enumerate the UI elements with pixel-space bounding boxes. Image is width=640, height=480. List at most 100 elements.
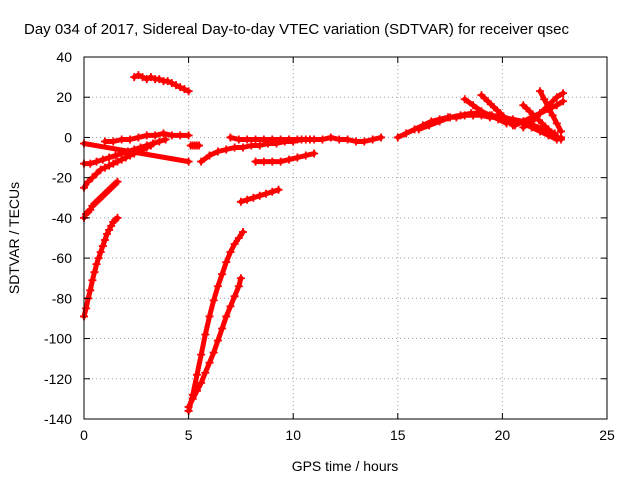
data-point — [188, 394, 197, 403]
data-point — [243, 135, 252, 144]
data-point — [251, 157, 260, 166]
data-point — [559, 89, 568, 98]
data-point — [268, 187, 277, 196]
data-point — [552, 93, 561, 102]
data-point — [126, 135, 135, 144]
data-point — [195, 141, 204, 150]
data-point — [477, 91, 486, 100]
data-point — [525, 107, 534, 116]
y-tick-label: -40 — [52, 210, 72, 226]
y-tick-label: -140 — [44, 411, 72, 427]
data-point — [368, 135, 377, 144]
data-point — [134, 71, 143, 80]
data-point — [205, 312, 214, 321]
data-point — [197, 350, 206, 359]
data-point — [238, 227, 247, 236]
y-tick-label: -100 — [44, 331, 72, 347]
data-point — [113, 213, 122, 222]
data-point — [100, 236, 109, 245]
data-point — [276, 135, 285, 144]
y-tick-label: 40 — [56, 49, 72, 65]
data-point — [218, 324, 227, 333]
y-tick-label: -120 — [44, 371, 72, 387]
data-point — [502, 115, 511, 124]
series-9 — [184, 227, 247, 415]
data-point — [222, 145, 231, 154]
y-tick-label: -60 — [52, 250, 72, 266]
data-point — [393, 133, 402, 142]
chart-title: Day 034 of 2017, Sidereal Day-to-day VTE… — [24, 21, 569, 38]
data-point — [213, 147, 222, 156]
data-point — [213, 282, 222, 291]
data-point — [226, 133, 235, 142]
data-point — [259, 135, 268, 144]
data-point — [209, 296, 218, 305]
series-trace — [81, 141, 192, 165]
data-point — [377, 133, 386, 142]
data-point — [259, 157, 268, 166]
series-trace — [479, 92, 516, 128]
data-point — [536, 87, 545, 96]
data-point — [205, 358, 214, 367]
data-point — [236, 197, 245, 206]
data-point — [435, 117, 444, 126]
series-10 — [184, 274, 245, 411]
data-point — [467, 109, 476, 118]
data-point — [268, 157, 277, 166]
data-point — [251, 135, 260, 144]
data-point — [184, 157, 193, 166]
data-point — [490, 103, 499, 112]
data-point — [556, 127, 565, 136]
data-point — [113, 157, 122, 166]
data-point — [414, 125, 423, 134]
data-point — [107, 221, 116, 230]
data-point — [230, 240, 239, 249]
data-point — [155, 75, 164, 84]
x-tick-label: 5 — [185, 427, 193, 443]
data-point — [88, 276, 97, 285]
data-point — [213, 336, 222, 345]
y-tick-label: -80 — [52, 290, 72, 306]
data-point — [477, 107, 486, 116]
data-point — [96, 248, 105, 257]
data-point — [105, 225, 114, 234]
series-13 — [236, 185, 283, 206]
data-point — [351, 137, 360, 146]
data-point — [184, 131, 193, 140]
data-point — [318, 135, 327, 144]
data-point — [130, 73, 139, 82]
data-point — [161, 135, 170, 144]
data-point — [163, 77, 172, 86]
data-point — [184, 87, 193, 96]
data-point — [544, 101, 553, 110]
data-point — [94, 254, 103, 263]
data-point — [117, 135, 126, 144]
data-point — [402, 129, 411, 138]
data-point — [310, 135, 319, 144]
data-point — [230, 292, 239, 301]
data-point — [540, 95, 549, 104]
data-point — [98, 242, 107, 251]
data-point — [82, 304, 91, 313]
data-point — [469, 101, 478, 110]
data-point — [301, 151, 310, 160]
x-tick-label: 20 — [495, 427, 511, 443]
x-axis-label: GPS time / hours — [292, 458, 399, 474]
data-point — [425, 121, 434, 130]
data-point — [548, 111, 557, 120]
data-point — [92, 169, 101, 178]
data-point — [149, 139, 158, 148]
data-point — [234, 234, 243, 242]
series-14 — [251, 149, 319, 166]
data-point — [180, 85, 189, 94]
data-point — [293, 135, 302, 144]
data-point — [276, 157, 285, 166]
data-point — [226, 248, 235, 257]
data-point — [197, 378, 206, 387]
data-point — [105, 153, 114, 162]
data-point — [146, 73, 155, 82]
x-tick-label: 10 — [285, 427, 301, 443]
series-trace — [186, 229, 246, 414]
data-point — [100, 137, 109, 146]
